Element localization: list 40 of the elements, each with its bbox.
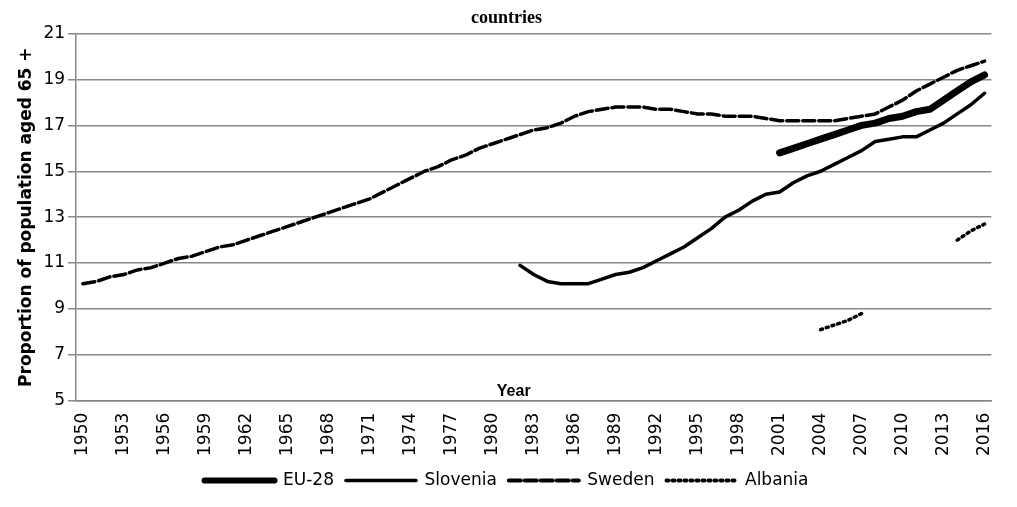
x-tick-label: 2007: [850, 412, 871, 456]
x-tick-label: 1995: [686, 412, 707, 456]
line-series: [81, 59, 987, 286]
y-tick-label: 7: [54, 343, 66, 364]
x-tick-label: 1980: [481, 412, 502, 456]
x-tick-label: 1965: [276, 412, 297, 456]
x-tick-label: 1983: [522, 412, 543, 456]
x-tick-label: 1959: [194, 412, 215, 456]
x-tick-label: 2001: [768, 412, 789, 456]
x-tick-label: 1968: [317, 412, 338, 456]
x-tick-label: 1950: [71, 412, 92, 456]
x-tick-label: 1977: [440, 412, 461, 456]
x-tick-label: 2016: [972, 412, 993, 456]
x-tick-label: 1998: [727, 412, 748, 456]
x-tick-label: 1992: [645, 412, 666, 456]
x-tick-label: 1962: [235, 412, 256, 456]
x-tick-label: 1953: [112, 412, 133, 456]
x-tick-label: 1956: [153, 412, 174, 456]
legend-label: EU-28: [283, 468, 334, 489]
legend-label: Sweden: [587, 468, 655, 489]
chart-title: countries: [471, 7, 542, 28]
x-tick-label: 1986: [563, 412, 584, 456]
y-tick-label: 21: [43, 22, 66, 43]
y-tick-label: 5: [54, 389, 66, 410]
x-tick-label: 2004: [809, 412, 830, 456]
x-tick-label: 2010: [890, 412, 911, 456]
legend-label: Albania: [745, 468, 809, 489]
y-tick-label: 15: [43, 159, 66, 180]
legend-label: Slovenia: [424, 468, 497, 489]
x-tick-label: 1989: [604, 412, 625, 456]
y-tick-label: 11: [43, 251, 66, 272]
y-axis-title: Proportion of population aged 65 +: [14, 47, 35, 387]
y-tick-label: 9: [54, 297, 66, 318]
x-tick-label: 2013: [931, 412, 952, 456]
y-tick-label: 17: [43, 113, 66, 134]
y-tick-label: 13: [43, 205, 66, 226]
x-tick-label: 1974: [399, 412, 420, 456]
x-tick-label: 1971: [358, 412, 379, 456]
y-tick-label: 19: [43, 67, 66, 88]
x-axis-title: Year: [496, 382, 531, 400]
